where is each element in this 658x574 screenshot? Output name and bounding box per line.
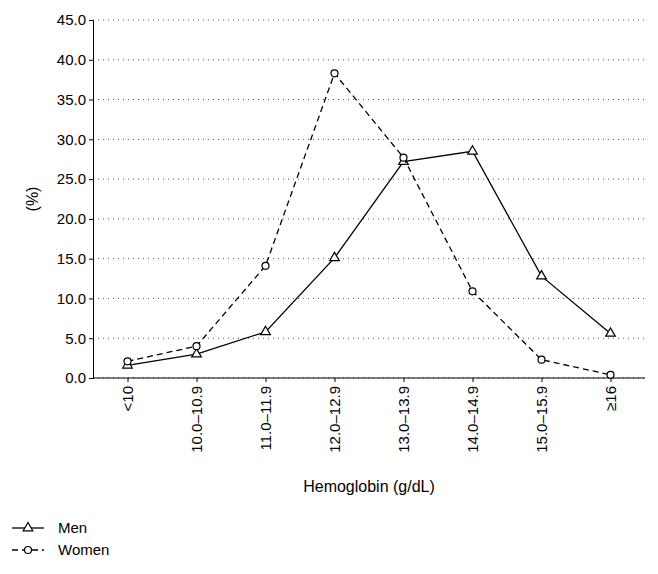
- grid-line: [93, 139, 645, 140]
- y-tick: 10.0: [57, 290, 93, 307]
- marker: [124, 358, 131, 365]
- y-tick-label: 25.0: [57, 170, 86, 187]
- y-tick-label: 20.0: [57, 210, 86, 227]
- x-tick: 11.0–11.9: [257, 378, 274, 451]
- y-tick-mark: [89, 179, 93, 180]
- legend: Men Women: [12, 519, 109, 558]
- y-tick: 20.0: [57, 210, 93, 227]
- x-tick-label: 11.0–11.9: [257, 386, 274, 451]
- x-axis-line: [93, 378, 645, 379]
- y-tick-mark: [89, 259, 93, 260]
- x-tick: 15.0–15.9: [533, 378, 550, 453]
- marker: [469, 288, 476, 295]
- grid-line: [93, 378, 645, 379]
- x-tick-label: <10: [119, 386, 136, 411]
- legend-marker: [25, 547, 32, 554]
- legend-marker: [23, 522, 33, 530]
- grid-line: [93, 20, 645, 21]
- legend-item: Men: [12, 519, 87, 536]
- grid-line: [93, 59, 645, 60]
- series-line: [128, 151, 611, 365]
- series-line: [128, 73, 611, 375]
- marker: [330, 252, 340, 260]
- x-tick-mark: [197, 378, 198, 382]
- x-axis-title: Hemoglobin (g/dL): [303, 478, 435, 495]
- plot-area: [123, 70, 616, 379]
- marker: [606, 328, 616, 336]
- x-tick-label: 13.0–13.9: [395, 386, 412, 453]
- y-tick: 45.0: [57, 11, 93, 28]
- x-tick-label: 15.0–15.9: [533, 386, 550, 453]
- y-axis-title: (%): [24, 187, 41, 212]
- y-tick-mark: [89, 219, 93, 220]
- marker: [262, 262, 269, 269]
- y-tick-mark: [89, 60, 93, 61]
- y-tick-label: 35.0: [57, 91, 86, 108]
- y-tick-label: 30.0: [57, 131, 86, 148]
- x-tick-mark: [542, 378, 543, 382]
- legend-label: Women: [58, 541, 109, 558]
- y-tick: 25.0: [57, 170, 93, 187]
- y-tick-mark: [89, 298, 93, 299]
- marker: [537, 271, 547, 279]
- y-tick-label: 45.0: [57, 11, 86, 28]
- y-tick-mark: [89, 100, 93, 101]
- y-tick-label: 40.0: [57, 51, 86, 68]
- y-tick: 5.0: [65, 330, 93, 347]
- marker: [331, 70, 338, 77]
- grid-line: [93, 338, 645, 339]
- x-tick-label: ≥16: [602, 386, 619, 411]
- y-tick-label: 10.0: [57, 290, 86, 307]
- x-tick-label: 10.0–10.9: [188, 386, 205, 453]
- series: [124, 70, 614, 379]
- legend-label: Men: [58, 519, 87, 536]
- marker: [607, 371, 614, 378]
- grid-line: [93, 298, 645, 299]
- y-tick: 40.0: [57, 51, 93, 68]
- marker: [400, 154, 407, 161]
- x-tick-label: 14.0–14.9: [464, 386, 481, 453]
- marker: [538, 356, 545, 363]
- x-tick: 13.0–13.9: [395, 378, 412, 453]
- y-tick: 15.0: [57, 250, 93, 267]
- y-tick: 30.0: [57, 131, 93, 148]
- y-axis-line: [89, 21, 94, 379]
- series: [123, 146, 616, 368]
- grid-line: [93, 258, 645, 259]
- y-tick-label: 5.0: [65, 330, 86, 347]
- x-tick: <10: [119, 378, 136, 411]
- y-axis: 0.0 5.0 10.0 15.0 20.0 25.0 30.0 35.0 40.0 45.0: [57, 11, 94, 386]
- y-tick-mark: [89, 338, 93, 339]
- grid: [93, 20, 645, 378]
- x-tick-mark: [335, 378, 336, 382]
- x-tick: 10.0–10.9: [188, 378, 205, 453]
- x-tick: 14.0–14.9: [464, 378, 481, 453]
- y-tick-label: 15.0: [57, 250, 86, 267]
- x-tick-mark: [266, 378, 267, 382]
- marker: [193, 343, 200, 350]
- chart: 0.0 5.0 10.0 15.0 20.0 25.0 30.0 35.0 40.0 45.0 <1…: [0, 0, 658, 574]
- grid-line: [93, 99, 645, 100]
- y-tick: 35.0: [57, 91, 93, 108]
- x-tick-mark: [404, 378, 405, 382]
- x-tick-mark: [128, 378, 129, 382]
- x-tick: 12.0–12.9: [326, 378, 343, 453]
- marker: [468, 146, 478, 154]
- legend-item: Women: [12, 541, 109, 558]
- y-tick-mark: [89, 378, 93, 379]
- x-tick-label: 12.0–12.9: [326, 386, 343, 453]
- x-axis: <10 10.0–10.9 11.0–11.9 12.0–12.9 13.0–13.9 1…: [93, 378, 645, 453]
- grid-line: [93, 179, 645, 180]
- y-tick-label: 0.0: [65, 369, 86, 386]
- y-tick: 0.0: [65, 369, 93, 386]
- x-tick-mark: [473, 378, 474, 382]
- grid-line: [93, 218, 645, 219]
- marker: [261, 326, 271, 334]
- x-tick: ≥16: [602, 378, 619, 411]
- y-tick-mark: [89, 20, 93, 21]
- y-tick-mark: [89, 139, 93, 140]
